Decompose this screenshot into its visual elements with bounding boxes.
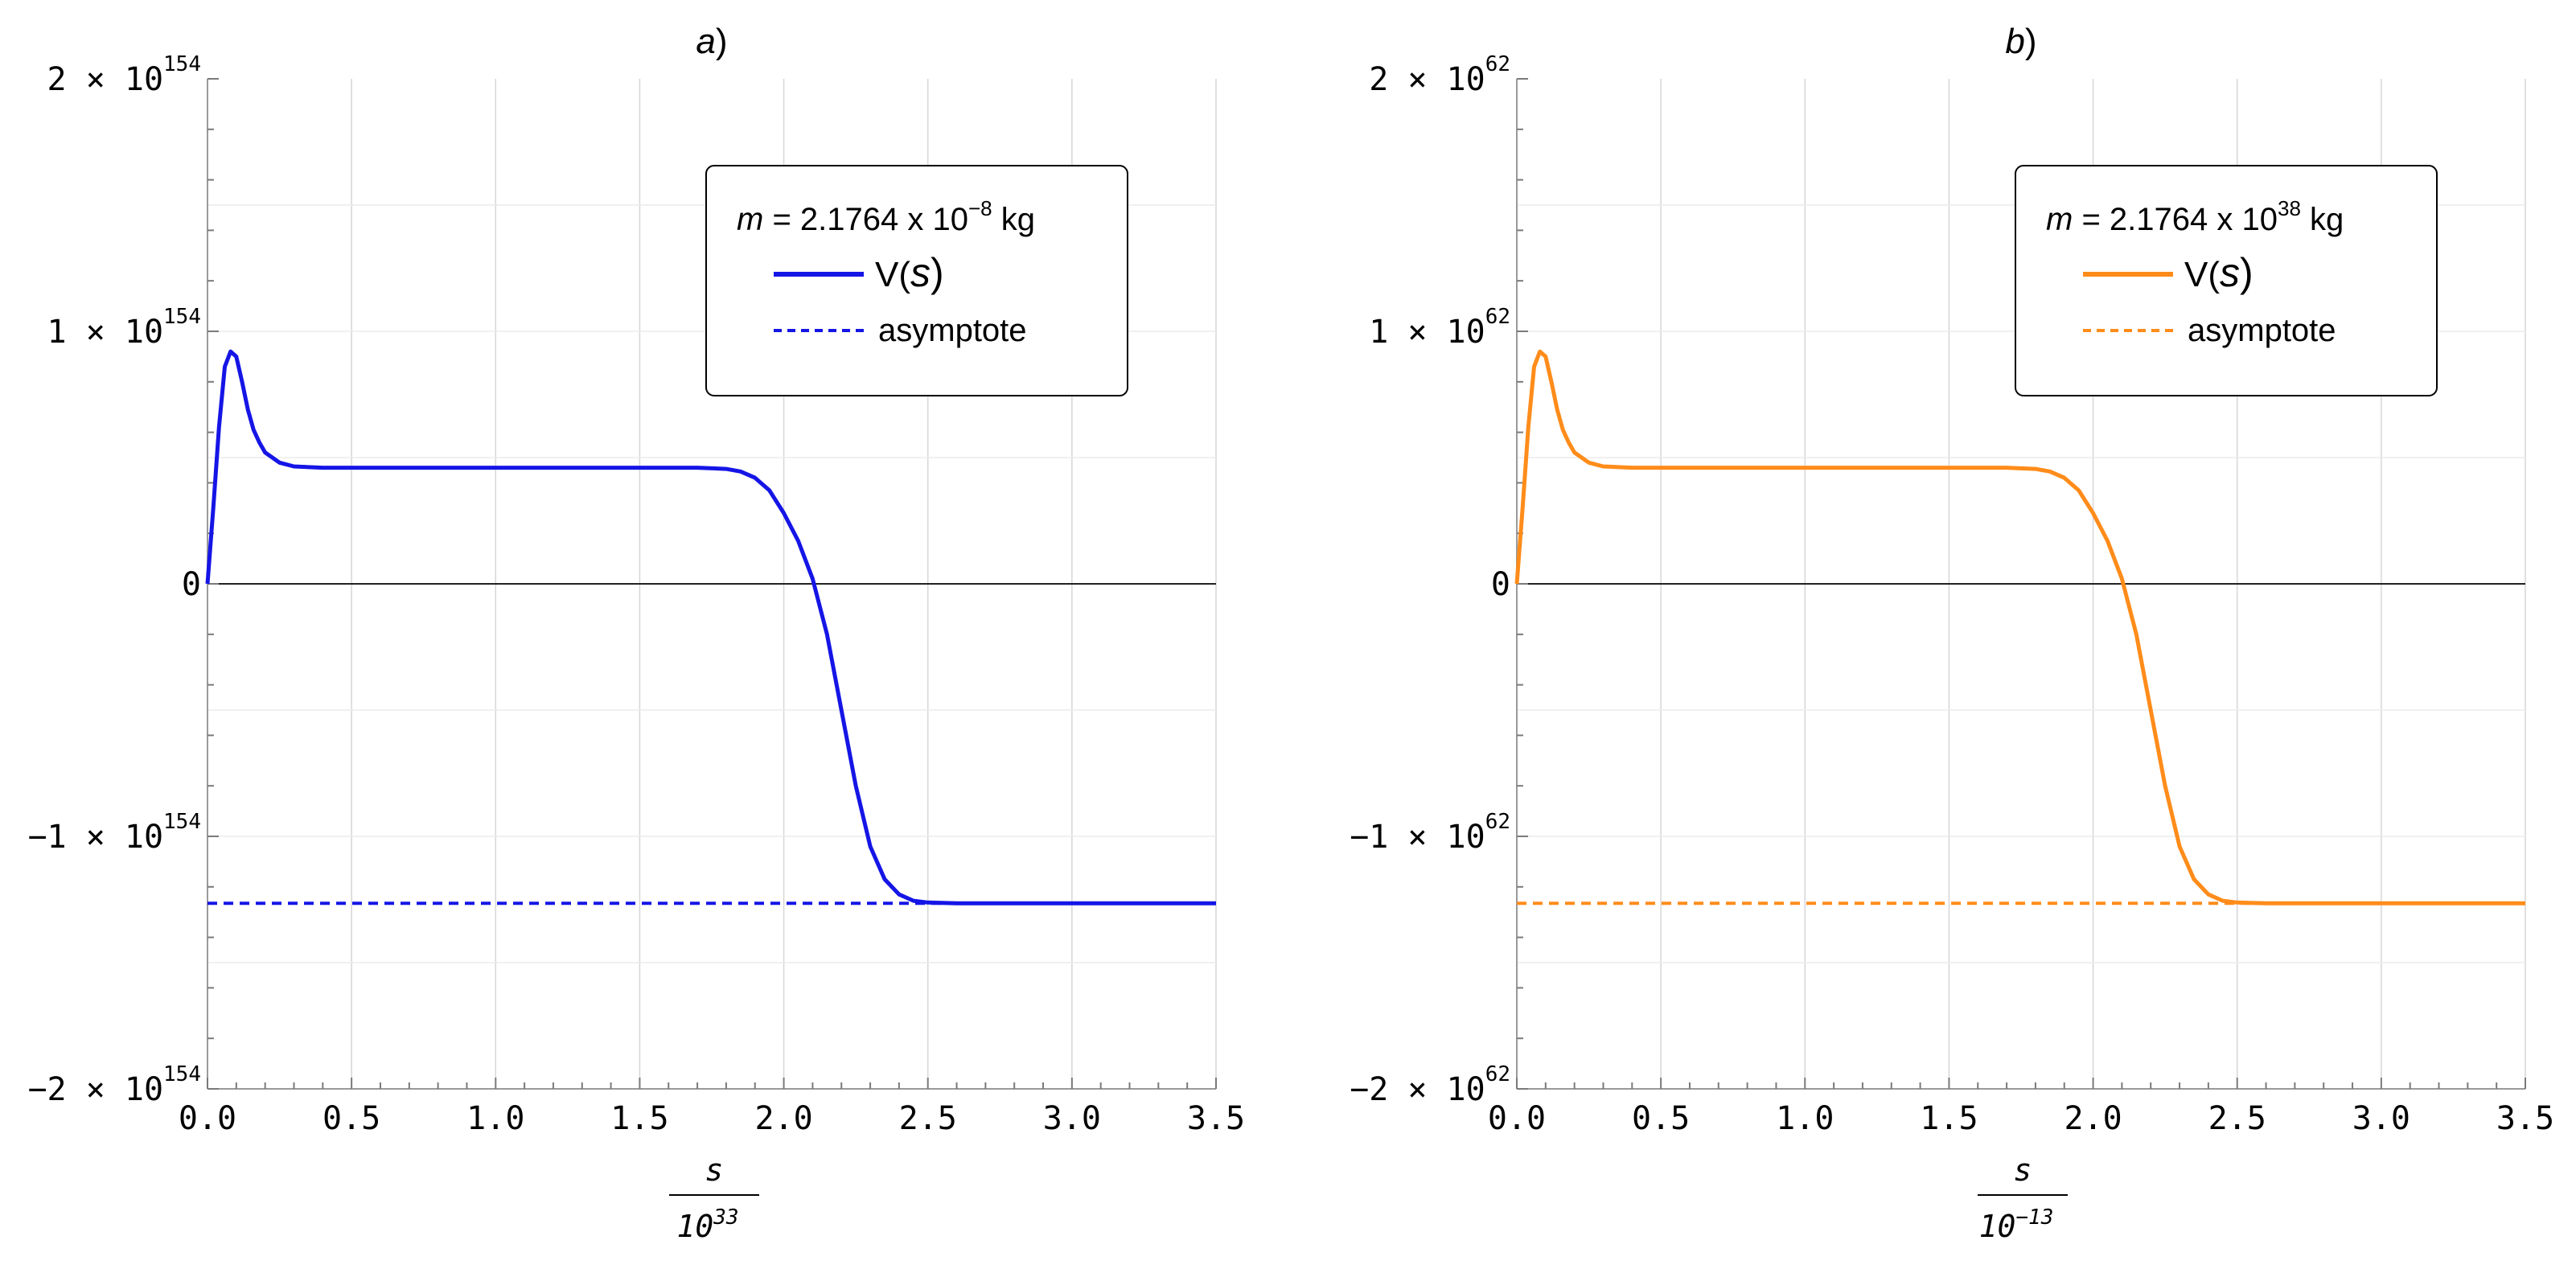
x-tick-label: 2.0: [754, 1100, 812, 1137]
x-tick-label: 0.0: [179, 1100, 236, 1137]
y-tick-exponent: 62: [1485, 1062, 1510, 1086]
x-axis-label-denominator: 1033: [676, 1205, 738, 1244]
legend-mass-symbol: m: [2046, 202, 2073, 237]
x-axis-label-denominator-exp: 33: [713, 1205, 738, 1230]
x-tick-label: 1.0: [466, 1100, 524, 1137]
y-tick-mantissa: 0: [182, 566, 201, 603]
panel-title-paren: ): [716, 22, 728, 61]
y-tick-mantissa: −1 × 10: [27, 819, 163, 856]
legend-label-v-of-s: V(s): [2184, 250, 2253, 295]
legend-mass-exponent: −8: [968, 196, 992, 220]
panel-title: a): [696, 22, 727, 61]
y-tick-label: −1 × 1062: [1350, 810, 1510, 856]
legend-mass-exponent: 38: [2278, 196, 2301, 220]
legend-v-suffix: ): [931, 250, 944, 295]
y-tick-exponent: 154: [163, 810, 201, 834]
panel-title: b): [2005, 22, 2036, 61]
legend-label-asymptote: asymptote: [2188, 313, 2336, 348]
series-line-v-of-s: [1514, 349, 2525, 906]
x-axis-label-denominator: 10−13: [1979, 1205, 2054, 1244]
y-tick-label: −2 × 10154: [27, 1062, 201, 1108]
x-tick-label: 1.0: [1776, 1100, 1834, 1137]
x-tick-label: 1.5: [610, 1100, 668, 1137]
x-tick-label: 0.5: [1632, 1100, 1690, 1137]
legend-mass-unit: kg: [992, 202, 1035, 237]
legend-mass-text: m = 2.1764 x 1038 kg: [2046, 196, 2344, 237]
y-tick-mantissa: 2 × 10: [1369, 61, 1485, 98]
legend-mass-symbol: m: [737, 202, 763, 237]
y-tick-mantissa: 1 × 10: [1369, 314, 1485, 351]
legend-v-prefix: V(: [875, 255, 910, 294]
legend-v-var: s: [910, 250, 931, 295]
x-tick-label: 2.0: [2064, 1100, 2122, 1137]
y-tick-mantissa: 1 × 10: [47, 314, 164, 351]
x-tick-label: 2.5: [2208, 1100, 2266, 1137]
x-axis-label-numerator: s: [2014, 1152, 2032, 1188]
legend-v-prefix: V(: [2184, 255, 2220, 294]
y-tick-label: 0: [1491, 566, 1510, 603]
y-tick-mantissa: −2 × 10: [1350, 1071, 1485, 1108]
x-tick-label: 0.0: [1488, 1100, 1546, 1137]
y-tick-exponent: 154: [163, 1062, 201, 1086]
legend-v-var: s: [2220, 250, 2240, 295]
y-tick-label: 2 × 1062: [1369, 52, 1510, 98]
legend-v-suffix: ): [2240, 250, 2253, 295]
legend-mass-value: = 2.1764 x 10: [2073, 202, 2278, 237]
series-line-v-of-s: [205, 349, 1216, 906]
y-tick-mantissa: 2 × 10: [47, 61, 164, 98]
y-tick-label: −2 × 1062: [1350, 1062, 1510, 1108]
y-tick-exponent: 154: [163, 305, 201, 329]
x-axis-label-numerator: s: [705, 1152, 724, 1188]
y-tick-label: 0: [182, 566, 201, 603]
legend-mass-value: = 2.1764 x 10: [763, 202, 968, 237]
legend-label-asymptote: asymptote: [878, 313, 1027, 348]
legend-box: [2015, 165, 2438, 396]
y-tick-exponent: 154: [163, 52, 201, 76]
y-tick-label: 1 × 1062: [1369, 305, 1510, 351]
y-tick-mantissa: 0: [1491, 566, 1510, 603]
x-axis-label-denominator-exp: −13: [2015, 1205, 2053, 1230]
x-axis-label-denominator-base: 10: [676, 1209, 713, 1244]
y-tick-exponent: 62: [1485, 810, 1510, 834]
panel-title-letter: a: [696, 22, 715, 61]
y-tick-exponent: 62: [1485, 52, 1510, 76]
x-tick-label: 0.5: [323, 1100, 380, 1137]
legend-box: [705, 165, 1128, 396]
legend-mass-text: m = 2.1764 x 10−8 kg: [737, 196, 1035, 237]
legend-mass-unit: kg: [2301, 202, 2344, 237]
x-tick-label: 2.5: [899, 1100, 957, 1137]
y-tick-exponent: 62: [1485, 305, 1510, 329]
y-tick-label: −1 × 10154: [27, 810, 201, 856]
y-tick-mantissa: −1 × 10: [1350, 819, 1485, 856]
x-tick-label: 3.0: [2352, 1100, 2410, 1137]
x-tick-label: 3.5: [2496, 1100, 2554, 1137]
x-axis-label-denominator-base: 10: [1979, 1209, 2016, 1244]
x-tick-label: 3.5: [1187, 1100, 1245, 1137]
y-tick-mantissa: −2 × 10: [27, 1071, 163, 1108]
y-tick-label: 1 × 10154: [47, 305, 201, 351]
x-tick-label: 1.5: [1920, 1100, 1978, 1137]
panel-title-letter: b: [2005, 22, 2024, 61]
panel-title-paren: ): [2025, 22, 2037, 61]
legend-label-v-of-s: V(s): [875, 250, 944, 295]
y-tick-label: 2 × 10154: [47, 52, 201, 98]
x-tick-label: 3.0: [1043, 1100, 1101, 1137]
